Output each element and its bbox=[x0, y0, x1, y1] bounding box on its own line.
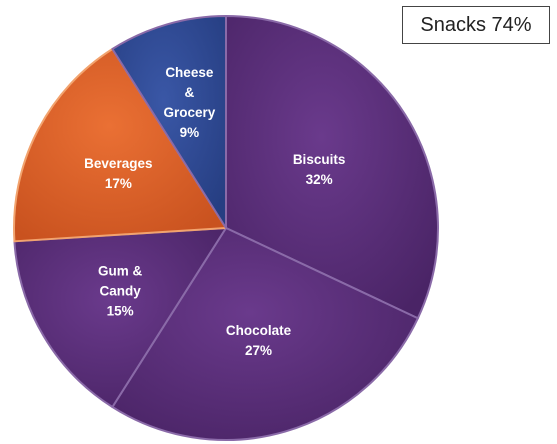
pie-slice-chocolate bbox=[111, 227, 419, 441]
pie-slice-biscuits bbox=[225, 15, 439, 320]
pie-labels: Biscuits 32% Chocolate 27% Gum & Candy 15% Beve… bbox=[84, 65, 345, 358]
pie-slice-gum bbox=[13, 227, 227, 408]
pie-slice-beverages bbox=[13, 48, 227, 243]
pie-slice-cheese bbox=[111, 15, 227, 229]
slice-label-cheese: Cheese & Grocery 9% bbox=[163, 65, 215, 140]
slice-label-chocolate: Chocolate 27% bbox=[226, 323, 292, 358]
slice-label-biscuits: Biscuits 32% bbox=[293, 152, 346, 187]
slice-label-beverages: Beverages 17% bbox=[84, 156, 152, 191]
snacks-total-callout: Snacks 74% bbox=[402, 6, 550, 44]
pie-slices bbox=[13, 15, 439, 441]
slice-label-gum: Gum & Candy 15% bbox=[98, 264, 143, 319]
